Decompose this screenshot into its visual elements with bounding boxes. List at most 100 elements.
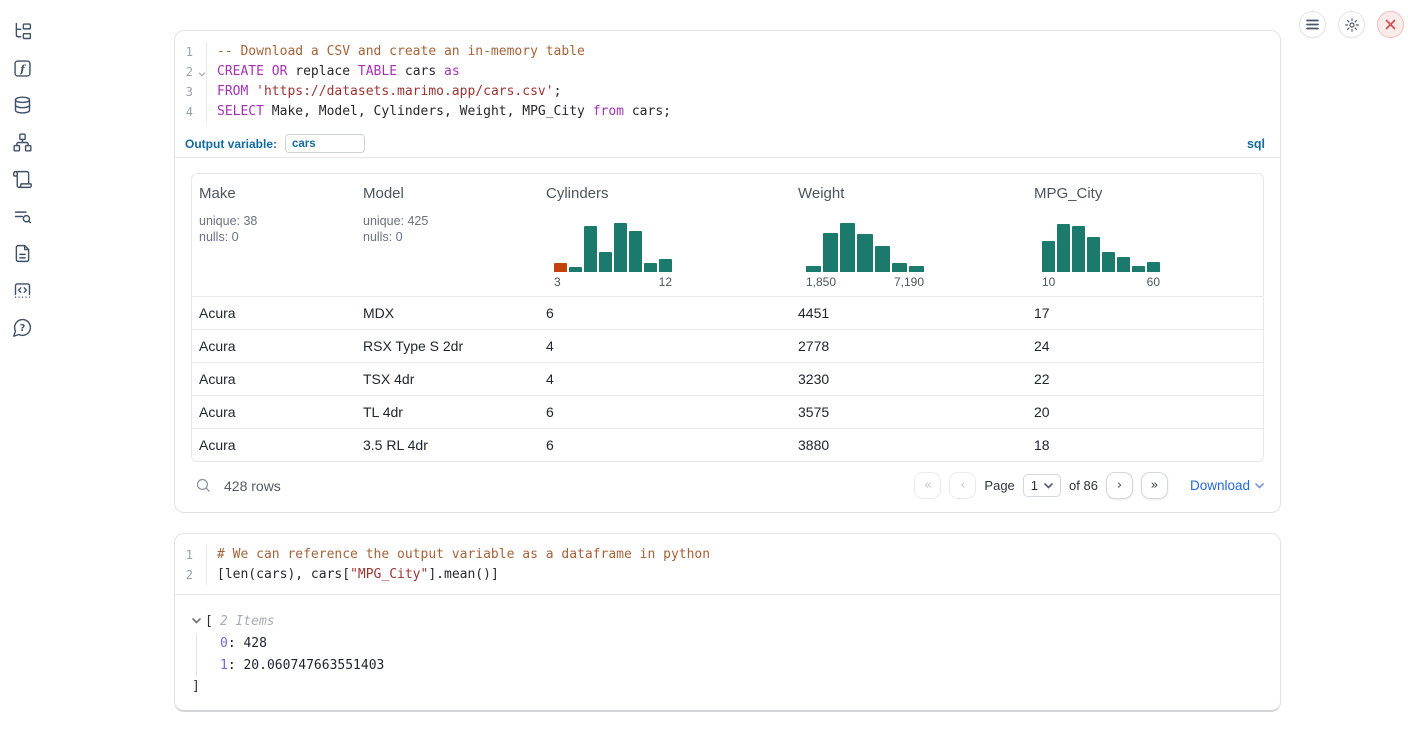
download-button[interactable]: Download [1190,478,1264,493]
bracket-open: [ [205,614,213,629]
code-line[interactable]: 4SELECT Make, Model, Cylinders, Weight, … [175,102,1280,122]
page-label: Page [984,478,1014,493]
data-table: Makeunique: 38nulls: 0Modelunique: 425nu… [191,173,1264,462]
code-line[interactable]: 1# We can reference the output variable … [175,545,1280,565]
table-cell: MDX [356,305,539,321]
column-name: Weight [798,185,1027,202]
histogram-bar [569,267,582,272]
chevron-down-icon [1044,483,1053,489]
output-variable-row: Output variable: sql [175,130,1280,158]
dependency-graph-icon[interactable] [12,132,33,153]
list-item: 1: 20.060747663551403 [220,655,1264,677]
histogram-bar [659,259,672,272]
output-tree-entries: 0: 4281: 20.060747663551403 [196,633,1264,677]
tree-collapse-icon[interactable] [192,618,201,624]
output-variable-label: Output variable: [185,137,277,151]
last-page-button[interactable]: » [1141,472,1168,499]
search-icon[interactable] [195,477,212,494]
next-page-button[interactable]: › [1106,472,1133,499]
table-cell: 18 [1027,437,1263,453]
histogram-bar [614,223,627,272]
python-cell: 1# We can reference the output variable … [174,533,1281,712]
code-snippet-icon[interactable] [12,280,33,301]
histogram-bar [1042,241,1055,272]
column-header-cylinders[interactable]: Cylinders 312 [539,185,791,289]
svg-text:?: ? [19,323,25,334]
table-cell: 4451 [791,305,1027,321]
prev-page-button[interactable]: ‹ [949,472,976,499]
language-badge[interactable]: sql [1247,137,1270,151]
code-line[interactable]: 2[len(cars), cars["MPG_City"].mean()] [175,565,1280,585]
download-label: Download [1190,478,1250,493]
items-count-label: 2 Items [220,614,275,629]
list-item: 0: 428 [220,633,1264,655]
table-cell: 3230 [791,371,1027,387]
fold-chevron-icon[interactable] [198,63,206,83]
histogram-bar [1117,257,1130,272]
column-header-weight[interactable]: Weight1,8507,190 [791,185,1027,289]
table-row[interactable]: AcuraMDX6445117 [192,296,1263,329]
table-cell: TSX 4dr [356,371,539,387]
hamburger-icon [1306,19,1319,30]
histogram-bar [840,223,855,272]
histogram-bar [823,233,838,272]
histogram-axis-labels: 312 [554,275,672,289]
code-line[interactable]: 2CREATE OR replace TABLE cars as [175,62,1280,82]
table-cell: 20 [1027,404,1263,420]
table-cell: 3575 [791,404,1027,420]
table-header: Makeunique: 38nulls: 0Modelunique: 425nu… [192,174,1263,296]
histogram-bar [1132,266,1145,272]
table-row[interactable]: Acura3.5 RL 4dr6388018 [192,428,1263,461]
table-cell: 2778 [791,338,1027,354]
column-name: Cylinders [546,185,791,202]
first-page-button[interactable]: « [914,472,941,499]
histogram-bar [806,266,821,272]
code-line[interactable]: 3FROM 'https://datasets.marimo.app/cars.… [175,82,1280,102]
histogram-bar [857,234,872,272]
table-cell: 3880 [791,437,1027,453]
database-icon[interactable] [12,95,33,116]
table-cell: 3.5 RL 4dr [356,437,539,453]
menu-button[interactable] [1299,11,1326,38]
help-icon[interactable]: ? [12,317,33,338]
list-search-icon[interactable] [12,206,33,227]
document-icon[interactable] [12,243,33,264]
table-row[interactable]: AcuraRSX Type S 2dr4277824 [192,329,1263,362]
close-icon [1385,19,1396,30]
line-number: 4 [175,102,207,122]
column-name: MPG_City [1034,185,1263,202]
settings-button[interactable] [1338,11,1365,38]
column-header-make[interactable]: Makeunique: 38nulls: 0 [192,185,356,289]
page-select[interactable]: 1 [1023,474,1061,497]
table-cell: TL 4dr [356,404,539,420]
histogram-bar [909,266,924,272]
table-cell: Acura [192,404,356,420]
table-cell: 17 [1027,305,1263,321]
histogram-bar [629,231,642,272]
table-row[interactable]: AcuraTL 4dr6357520 [192,395,1263,428]
page-total-label: of 86 [1069,478,1098,493]
notebook-toolbar [1299,11,1404,38]
line-number: 1 [175,545,207,565]
close-button[interactable] [1377,11,1404,38]
histogram-bar [584,226,597,272]
histogram-bar [1147,262,1160,272]
output-variable-input[interactable] [285,134,365,153]
table-cell: Acura [192,437,356,453]
scroll-icon[interactable] [12,169,33,190]
function-icon[interactable]: f [12,58,33,79]
code-line[interactable]: 1-- Download a CSV and create an in-memo… [175,42,1280,62]
row-count: 428 rows [224,478,281,494]
histogram-bar [554,263,567,272]
bracket-close: ] [192,677,1264,697]
column-header-model[interactable]: Modelunique: 425nulls: 0 [356,185,539,289]
table-row[interactable]: AcuraTSX 4dr4323022 [192,362,1263,395]
table-cell: Acura [192,338,356,354]
file-tree-icon[interactable] [12,21,33,42]
table-cell: Acura [192,305,356,321]
line-number: 2 [175,565,207,585]
page-value: 1 [1031,478,1038,493]
python-code-editor[interactable]: 1# We can reference the output variable … [175,534,1280,595]
sql-code-editor[interactable]: 1-- Download a CSV and create an in-memo… [175,31,1280,130]
column-header-mpg_city[interactable]: MPG_City1060 [1027,185,1263,289]
